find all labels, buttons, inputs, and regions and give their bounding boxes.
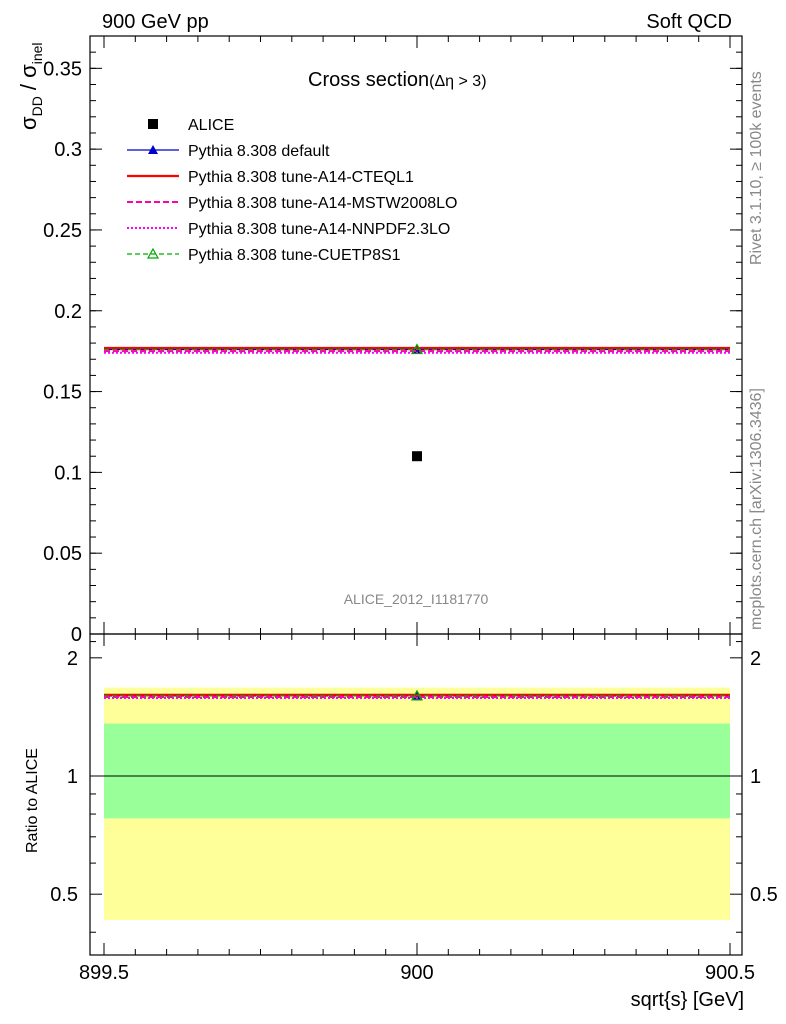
ratio-ytick-label-right-1: 1 <box>750 766 761 788</box>
ratio-ylabel: Ratio to ALICE <box>24 748 41 853</box>
series-marker-5 <box>410 343 424 355</box>
ratio-band-1 <box>104 723 730 819</box>
main-ytick-label-6: 0.3 <box>54 139 82 161</box>
main-ylabel-sigma: σ <box>16 116 41 130</box>
main-ylabel-sep: / σ <box>16 64 41 96</box>
main-ylabel: σDD / σinel <box>16 42 45 130</box>
ratio-frame <box>89 633 743 956</box>
legend-marker-1 <box>148 145 158 154</box>
main-ytick-label-7: 0.35 <box>43 58 82 80</box>
legend-label-2: Pythia 8.308 tune-A14-CTEQL1 <box>188 169 414 186</box>
chart-title-suffix: (Δη > 3) <box>429 73 486 90</box>
x-tick-label-2: 900.5 <box>705 962 755 984</box>
main-ytick-label-2: 0.1 <box>54 462 82 484</box>
x-tick-label-0: 899.5 <box>79 962 129 984</box>
legend-label-3: Pythia 8.308 tune-A14-MSTW2008LO <box>188 195 457 212</box>
main-ylabel-sub1: DD <box>29 96 45 116</box>
ratio-marker-4 <box>410 689 424 701</box>
chart-title: Cross section(Δη > 3) <box>308 69 487 91</box>
main-ytick-label-5: 0.25 <box>43 220 82 242</box>
main-ytick-label-0: 0 <box>71 624 82 646</box>
main-panel: 0 0.05 0.1 0.15 0.2 0.25 0.3 0.35 <box>43 35 743 646</box>
x-axis-label: sqrt{s} [GeV] <box>631 989 744 1011</box>
main-ytick-label-1: 0.05 <box>43 543 82 565</box>
legend: ALICE Pythia 8.308 default Pythia 8.308 … <box>127 117 457 264</box>
main-ytick-label-3: 0.15 <box>43 382 82 404</box>
data-point-0 <box>412 451 422 462</box>
ratio-ytick-label-left-1: 1 <box>67 766 78 788</box>
main-ylabel-sub2: inel <box>29 42 45 64</box>
legend-label-5: Pythia 8.308 tune-CUETP8S1 <box>188 247 401 264</box>
ratio-ytick-label-right-2: 2 <box>750 648 761 670</box>
legend-symbol-0 <box>148 119 158 129</box>
ratio-ytick-label-left-0: 0.5 <box>50 884 78 906</box>
main-ytick-label-4: 0.2 <box>54 301 82 323</box>
ratio-ytick-label-left-2: 2 <box>67 648 78 670</box>
header-right-label: Soft QCD <box>646 11 732 33</box>
ratio-ytick-label-right-0: 0.5 <box>750 884 778 906</box>
ratio-panel: 0.5 0.5 1 1 2 2 899.5 900 900.5 <box>50 633 778 984</box>
legend-label-0: ALICE <box>188 117 234 134</box>
rivet-version-label: Rivet 3.1.10, ≥ 100k events <box>748 71 765 265</box>
mcplots-url-label: mcplots.cern.ch [arXiv:1306.3436] <box>748 388 765 630</box>
analysis-tag: ALICE_2012_I1181770 <box>344 591 489 607</box>
x-tick-label-1: 900 <box>400 962 433 984</box>
header-left-label: 900 GeV pp <box>102 11 209 33</box>
legend-label-4: Pythia 8.308 tune-A14-NNPDF2.3LO <box>188 221 450 238</box>
legend-label-1: Pythia 8.308 default <box>188 143 330 160</box>
legend-marker-5 <box>146 247 160 259</box>
chart-title-main: Cross section <box>308 69 429 91</box>
